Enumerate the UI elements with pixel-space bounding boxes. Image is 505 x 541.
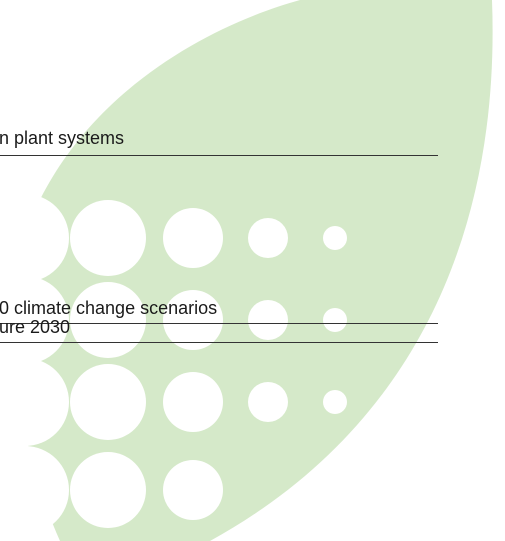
circle	[323, 226, 347, 250]
circle	[70, 452, 146, 528]
page: n plant systems 0 climate change scenari…	[0, 0, 505, 541]
circle	[70, 282, 146, 358]
circle	[248, 300, 288, 340]
circle	[163, 460, 223, 520]
circle	[323, 308, 347, 332]
circle	[163, 372, 223, 432]
circle	[248, 382, 288, 422]
circle	[163, 208, 223, 268]
circle	[70, 364, 146, 440]
entry-text: ure 2030	[0, 317, 70, 337]
circle	[70, 200, 146, 276]
entry-text: n plant systems	[0, 128, 124, 148]
circle	[323, 390, 347, 414]
circle	[248, 218, 288, 258]
entry-text: 0 climate change scenarios	[0, 298, 217, 318]
document-graphic: n plant systems 0 climate change scenari…	[0, 0, 505, 541]
